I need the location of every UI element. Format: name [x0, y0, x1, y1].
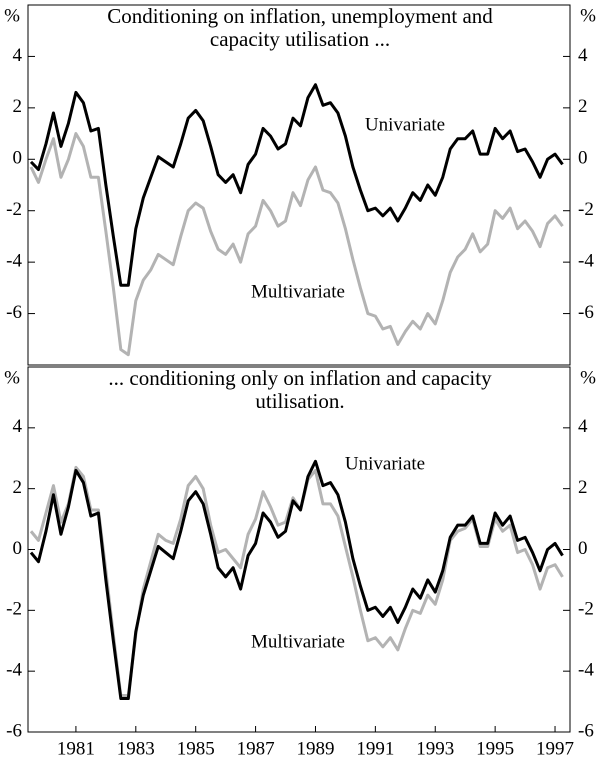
y-tick-label: 2 — [13, 477, 23, 498]
x-tick-label: 1983 — [117, 738, 155, 759]
x-tick-label: 1981 — [57, 738, 95, 759]
series-line — [29, 459, 564, 701]
y-tick-label: -4 — [6, 251, 22, 272]
y-axis-label: % — [4, 5, 20, 26]
y-axis-label: % — [4, 367, 20, 388]
plot-frame — [27, 4, 571, 366]
y-tick-label: -6 — [578, 302, 594, 323]
x-tick-label: 1989 — [296, 738, 334, 759]
y-tick-label: 4 — [578, 45, 588, 66]
y-tick-label: -4 — [6, 660, 22, 681]
x-tick-label: 1987 — [237, 738, 275, 759]
y-tick-label: 2 — [578, 477, 588, 498]
y-tick-label: -6 — [578, 720, 594, 741]
y-axis-label: % — [580, 367, 596, 388]
x-tick-label: 1991 — [356, 738, 394, 759]
x-tick-label: 1993 — [416, 738, 454, 759]
y-tick-label: -2 — [6, 599, 22, 620]
panel-title: Conditioning on inflation, unemployment … — [107, 4, 493, 28]
y-tick-label: 0 — [13, 148, 23, 169]
y-tick-label: 0 — [13, 538, 23, 559]
series-label: Multivariate — [251, 281, 345, 302]
panel-title: capacity utilisation ... — [210, 27, 390, 51]
y-tick-label: 4 — [13, 45, 23, 66]
y-tick-label: 0 — [578, 538, 588, 559]
y-tick-label: -2 — [6, 199, 22, 220]
x-tick-label: 1997 — [536, 738, 574, 759]
y-tick-label: 4 — [578, 416, 588, 437]
series-line — [29, 83, 564, 287]
y-tick-label: -4 — [578, 660, 594, 681]
y-tick-label: 2 — [578, 96, 588, 117]
y-tick-label: -6 — [6, 720, 22, 741]
x-tick-label: 1985 — [177, 738, 215, 759]
y-tick-label: 2 — [13, 96, 23, 117]
y-tick-label: 4 — [13, 416, 23, 437]
x-tick-label: 1995 — [476, 738, 514, 759]
y-tick-label: 0 — [578, 148, 588, 169]
series-label: Multivariate — [251, 631, 345, 652]
series-label: Univariate — [365, 114, 445, 135]
panel-title: utilisation. — [255, 389, 344, 413]
y-tick-label: -6 — [6, 302, 22, 323]
panel-title: ... conditioning only on inflation and c… — [108, 366, 492, 390]
plot-frame — [27, 366, 571, 733]
y-tick-label: -4 — [578, 251, 594, 272]
y-axis-label: % — [580, 5, 596, 26]
series-label: Univariate — [345, 453, 425, 474]
y-tick-label: -2 — [578, 199, 594, 220]
series-line — [29, 132, 564, 357]
y-tick-label: -2 — [578, 599, 594, 620]
series-line — [29, 465, 564, 697]
